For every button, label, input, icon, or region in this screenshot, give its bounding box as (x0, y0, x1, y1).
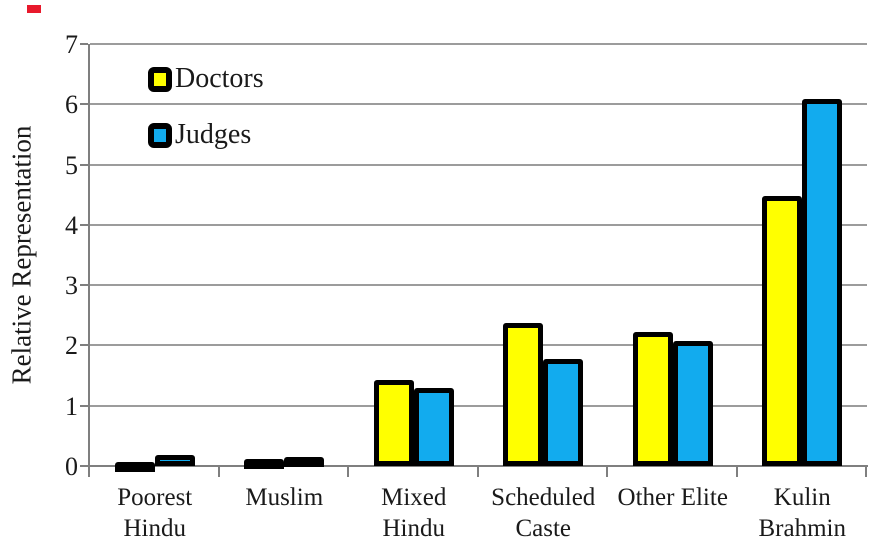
legend-swatch-icon-doctors (148, 66, 172, 92)
y-gridline-7 (90, 43, 867, 45)
legend-item-judges: Judges (148, 119, 264, 150)
x-tick-5 (735, 466, 738, 477)
y-tick-label-0: 0 (65, 452, 78, 481)
y-tick-6 (80, 103, 88, 106)
x-category-label-muslim: Muslim (245, 484, 324, 511)
x-tick-6 (865, 466, 867, 477)
x-tick-4 (606, 466, 608, 477)
y-tick-5 (80, 163, 88, 166)
legend-swatch-icon-judges (148, 122, 172, 148)
x-category-label-other-elite: Other Elite (617, 484, 728, 511)
bar-judges-kulin-brahmin (802, 99, 843, 466)
y-gridline-5 (90, 163, 867, 166)
legend-item-doctors: Doctors (148, 63, 264, 94)
bar-doctors-scheduled-caste (503, 322, 544, 466)
legend-label-doctors: Doctors (175, 63, 264, 94)
y-gridline-4 (90, 223, 867, 226)
legend: Doctors Judges (148, 63, 264, 176)
legend-label-judges: Judges (175, 119, 252, 150)
bar-doctors-muslim (244, 459, 285, 470)
bar-doctors-other-elite (632, 332, 673, 466)
x-category-label-mixed-hindu: Mixed Hindu (381, 484, 447, 542)
y-gridline-3 (90, 284, 867, 287)
x-category-label-scheduled-caste: Scheduled Caste (491, 484, 596, 542)
bar-judges-poorest-hindu (154, 454, 195, 466)
y-tick-label-7: 7 (65, 30, 78, 59)
x-tick-0 (88, 466, 90, 477)
y-axis-line (88, 44, 90, 468)
y-gridline-1 (90, 404, 867, 407)
y-tick-label-1: 1 (65, 391, 78, 421)
y-tick-label-6: 6 (65, 90, 78, 120)
x-tick-3 (476, 466, 479, 477)
y-tick-1 (80, 404, 88, 407)
y-gridline-2 (90, 344, 867, 347)
y-axis-title: Relative Representation (6, 125, 37, 385)
bar-doctors-kulin-brahmin (762, 195, 803, 466)
x-tick-1 (217, 466, 220, 477)
y-tick-7 (80, 43, 88, 45)
bar-judges-other-elite (672, 340, 713, 466)
y-tick-2 (80, 344, 88, 347)
bar-doctors-mixed-hindu (373, 380, 414, 466)
bar-judges-mixed-hindu (413, 387, 454, 466)
y-gridline-6 (90, 103, 867, 106)
bar-judges-muslim (284, 456, 325, 467)
y-tick-label-5: 5 (65, 150, 78, 180)
x-category-label-kulin-brahmin: Kulin Brahmin (758, 484, 847, 542)
bar-judges-scheduled-caste (543, 359, 584, 466)
corner-mark (27, 5, 41, 13)
x-tick-2 (347, 466, 349, 477)
y-tick-4 (80, 223, 88, 226)
y-tick-3 (80, 284, 88, 287)
y-tick-label-3: 3 (65, 271, 78, 301)
y-tick-0 (80, 465, 88, 467)
y-tick-label-4: 4 (65, 210, 78, 240)
x-category-label-poorest-hindu: Poorest Hindu (117, 484, 193, 542)
y-tick-label-2: 2 (65, 331, 78, 361)
bar-doctors-poorest-hindu (114, 461, 155, 472)
